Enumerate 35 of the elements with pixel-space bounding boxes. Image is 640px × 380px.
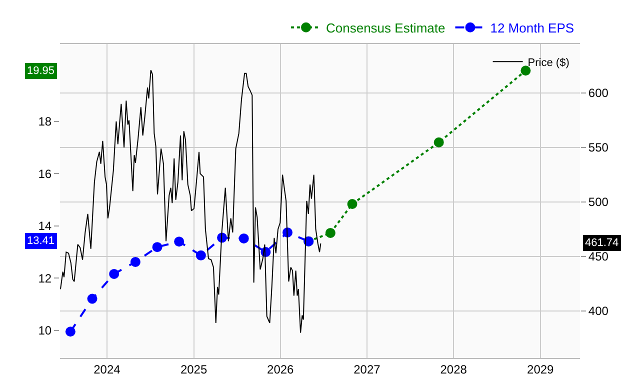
point [130, 256, 140, 267]
y-tick-label: 10 [38, 324, 52, 338]
x-tick-label: 2027 [354, 362, 381, 376]
x-tick-label: 2026 [267, 362, 294, 376]
point [520, 66, 531, 76]
point [196, 250, 206, 260]
y2-tick-label: 400 [588, 304, 609, 318]
x-tick-label: 2025 [180, 362, 208, 376]
point [152, 242, 162, 252]
y2-tick-label: 450 [588, 250, 609, 264]
point [325, 228, 336, 238]
x-tick-label: 2029 [527, 362, 554, 376]
text: 461.74 [585, 237, 619, 249]
y2-tick-label: 500 [588, 195, 609, 210]
x-tick-label: 2024 [94, 362, 121, 376]
y-tick-label: 16 [38, 166, 52, 181]
y-tick-label: 14 [38, 219, 52, 234]
point [174, 236, 184, 247]
y2-tick-label: 600 [588, 86, 609, 100]
text: 19.95 [27, 65, 55, 77]
x-tick-label: 2028 [440, 362, 468, 376]
legend-label: 12 Month EPS [490, 20, 574, 36]
legend-label: Price ($) [528, 56, 570, 69]
point [347, 199, 358, 209]
text: 13.41 [27, 235, 55, 247]
legend-label: Consensus Estimate [326, 20, 446, 36]
point [238, 233, 249, 244]
point [87, 294, 98, 304]
y-tick-label: 18 [38, 114, 52, 129]
point [109, 268, 120, 279]
y-tick-label: 12 [38, 271, 52, 286]
point [65, 326, 76, 337]
y2-tick-label: 550 [588, 140, 609, 155]
point [434, 137, 444, 148]
line-series [60, 70, 322, 334]
